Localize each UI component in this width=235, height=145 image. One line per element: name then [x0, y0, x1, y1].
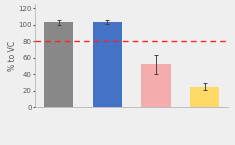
Bar: [141, 65, 171, 107]
Bar: [93, 22, 122, 107]
Bar: [44, 22, 73, 107]
Bar: [190, 87, 219, 107]
Y-axis label: % to VC: % to VC: [8, 41, 17, 71]
